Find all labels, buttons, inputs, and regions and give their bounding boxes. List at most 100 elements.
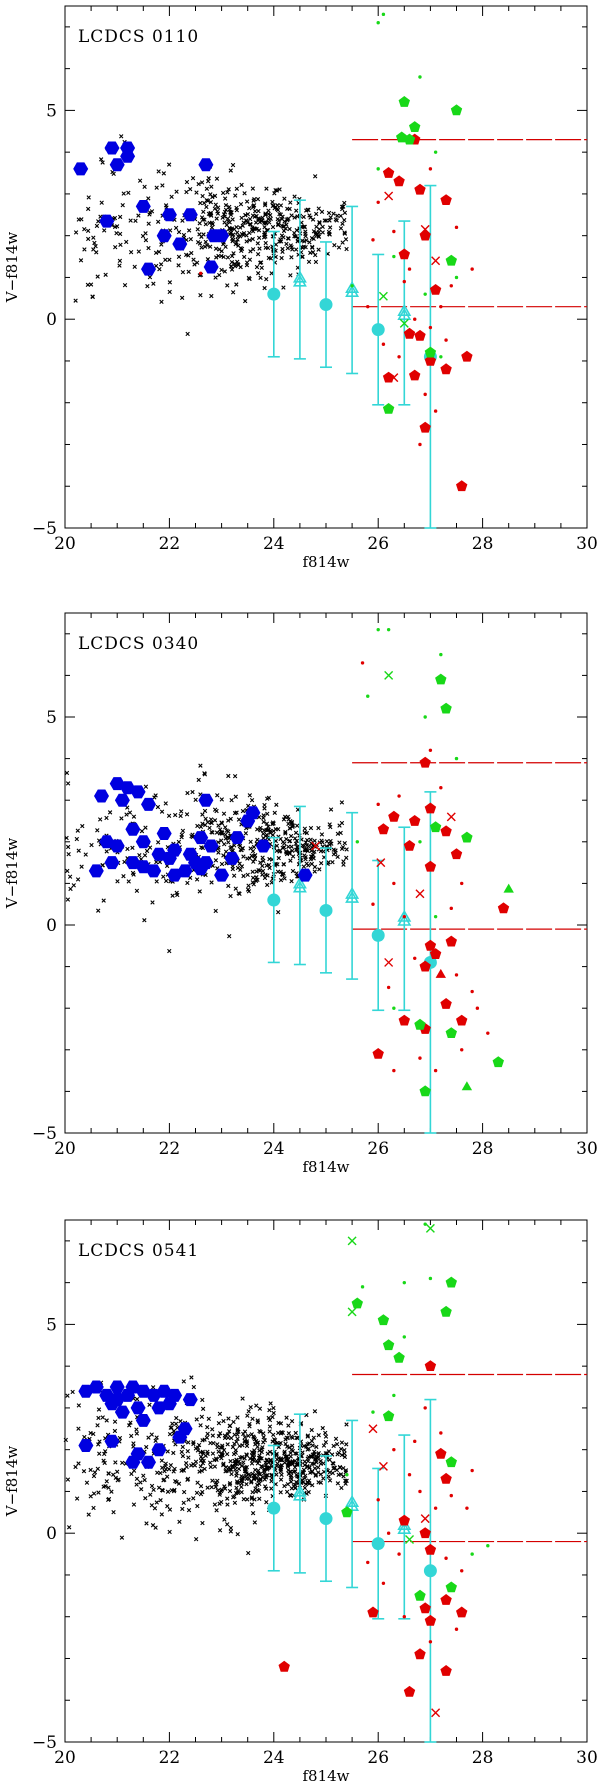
field-star: [163, 257, 168, 263]
field-star: [202, 771, 207, 776]
field-star: [316, 1432, 321, 1438]
red-dot: [402, 279, 406, 284]
field-star: [335, 1481, 341, 1486]
x-tick-label: 20: [54, 1139, 76, 1159]
field-star: [201, 209, 206, 214]
field-star: [287, 1469, 292, 1475]
field-star: [204, 204, 209, 210]
field-star: [282, 876, 287, 881]
field-star: [204, 186, 210, 191]
field-star: [228, 1458, 233, 1464]
field-star: [275, 826, 281, 832]
field-star: [84, 1480, 90, 1485]
blue-hexagon: [135, 200, 151, 213]
field-star: [258, 1456, 263, 1461]
field-star: [158, 262, 164, 267]
field-star: [174, 1479, 179, 1485]
field-star: [337, 823, 342, 828]
blue-hexagon: [156, 827, 172, 840]
y-axis-title: V−f814w: [3, 838, 21, 910]
field-star: [284, 1415, 289, 1420]
field-star: [238, 234, 243, 239]
field-star: [335, 213, 340, 218]
field-star: [199, 180, 205, 185]
field-star: [225, 1432, 231, 1437]
field-star: [205, 1424, 210, 1430]
red-pentagon: [456, 1014, 468, 1026]
field-star: [64, 770, 70, 776]
blue-hexagon: [214, 229, 230, 243]
field-star: [339, 1485, 344, 1491]
error-marker: [345, 890, 360, 903]
field-star: [191, 1496, 196, 1501]
field-star: [250, 186, 256, 191]
green-pentagons: [341, 1276, 457, 1601]
field-star: [227, 226, 233, 231]
field-star: [309, 1427, 314, 1433]
field-star: [235, 1480, 240, 1485]
field-star: [267, 1424, 273, 1429]
field-star: [117, 258, 123, 264]
field-star: [195, 240, 201, 245]
field-star: [261, 835, 266, 841]
field-star: [257, 1453, 262, 1458]
field-star: [212, 818, 218, 823]
field-star: [220, 1453, 225, 1458]
field-star: [341, 862, 346, 867]
field-star: [333, 1436, 339, 1442]
field-star: [153, 793, 158, 798]
field-star: [197, 889, 202, 894]
field-star: [198, 200, 203, 206]
field-star: [304, 843, 310, 848]
green-dot: [418, 75, 422, 79]
field-star: [217, 247, 222, 252]
field-star: [168, 1463, 174, 1468]
red-pentagon: [424, 355, 437, 366]
field-star: [312, 1449, 317, 1454]
field-star: [91, 1505, 96, 1511]
green-pentagon: [429, 821, 442, 833]
field-star: [209, 880, 214, 885]
field-star: [221, 1447, 227, 1453]
field-star: [229, 1471, 234, 1477]
field-star: [328, 807, 334, 812]
field-star: [283, 226, 288, 231]
field-star: [247, 257, 253, 262]
field-star: [269, 1486, 274, 1491]
red-pentagon: [429, 284, 442, 295]
red-pentagon: [278, 1660, 290, 1672]
green-dot: [423, 292, 427, 296]
field-star: [294, 228, 299, 233]
field-star: [344, 246, 349, 252]
field-star: [273, 242, 279, 247]
red-pentagon: [424, 1614, 437, 1626]
red-pentagon: [393, 175, 405, 187]
field-star: [242, 191, 247, 196]
field-star: [181, 1468, 187, 1473]
field-star: [289, 878, 294, 884]
field-star: [269, 1478, 274, 1484]
field-star: [185, 1449, 190, 1454]
red-dot: [407, 267, 412, 271]
field-star: [142, 918, 147, 923]
field-star: [115, 879, 120, 884]
field-star: [307, 1465, 312, 1470]
field-star: [284, 1489, 290, 1494]
field-star: [165, 1489, 171, 1494]
field-star: [248, 249, 253, 254]
field-star: [317, 221, 322, 226]
field-star: [113, 244, 118, 250]
field-star: [76, 1461, 81, 1466]
field-star: [86, 236, 91, 242]
field-star: [333, 217, 338, 222]
field-star: [209, 184, 214, 189]
blue-hexagon: [198, 856, 214, 870]
field-star: [231, 1451, 237, 1457]
field-star: [251, 1476, 257, 1482]
field-star: [235, 1428, 240, 1433]
error-marker: [267, 893, 281, 907]
error-marker: [319, 1512, 333, 1526]
field-star: [265, 835, 270, 840]
field-star: [250, 1416, 255, 1421]
field-star: [134, 1482, 139, 1487]
